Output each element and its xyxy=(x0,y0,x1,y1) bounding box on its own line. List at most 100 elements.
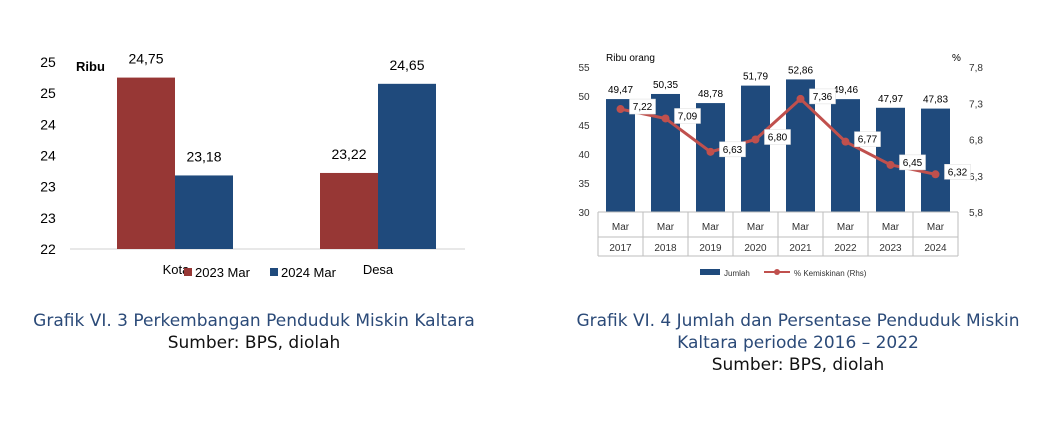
bar-2023-mar-kota xyxy=(117,77,175,249)
legend-label-kemiskinan: % Kemiskinan (Rhs) xyxy=(794,269,867,278)
x-tick-year: 2020 xyxy=(744,243,767,254)
right-tick-label: 5,8 xyxy=(969,208,983,219)
left-tick-label: 40 xyxy=(578,150,590,161)
legend-swatch-jumlah xyxy=(700,269,720,275)
legend-swatch xyxy=(270,268,278,276)
bar-value-label: 51,79 xyxy=(743,72,768,83)
bar-2024-mar-desa xyxy=(378,83,436,249)
legend-marker-kemiskinan xyxy=(774,269,780,275)
y-axis-label: Ribu xyxy=(76,59,105,74)
chart2-caption: Grafik VI. 4 Jumlah dan Persentase Pendu… xyxy=(560,310,1036,376)
right-tick-label: 7,8 xyxy=(969,63,983,74)
left-tick-label: 45 xyxy=(578,121,590,132)
bar-jumlah-2020 xyxy=(741,85,770,212)
line-label-box xyxy=(944,164,971,180)
category-label-desa: Desa xyxy=(363,262,394,277)
line-value-label: 6,63 xyxy=(723,145,743,156)
category-label-kota: Kota xyxy=(163,262,191,277)
data-label: 24,75 xyxy=(128,51,163,67)
line-value-label: 6,32 xyxy=(948,167,968,178)
x-tick-month: Mar xyxy=(882,222,900,233)
x-tick-year: 2024 xyxy=(924,243,947,254)
x-tick-year: 2021 xyxy=(789,243,812,254)
data-label: 24,65 xyxy=(389,57,424,73)
line-label-box xyxy=(764,129,791,145)
data-label: 23,22 xyxy=(331,146,366,162)
line-value-label: 7,36 xyxy=(813,92,833,103)
x-tick-month: Mar xyxy=(792,222,810,233)
x-tick-year: 2018 xyxy=(654,243,677,254)
y-tick-label: 24 xyxy=(40,116,56,132)
chart2-caption-title-line1: Grafik VI. 4 Jumlah dan Persentase Pendu… xyxy=(576,311,1020,331)
left-tick-label: 30 xyxy=(578,208,590,219)
line-point-2022 xyxy=(841,137,850,146)
bar-value-label: 49,47 xyxy=(608,85,633,96)
line-label-box xyxy=(809,88,836,105)
line-point-2024 xyxy=(931,170,940,179)
bar-jumlah-2017 xyxy=(606,99,635,212)
bar-2023-mar-desa xyxy=(320,172,378,249)
legend-label: 2023 Mar xyxy=(195,265,251,280)
y-tick-label: 25 xyxy=(40,85,56,101)
line-point-2020 xyxy=(751,135,760,144)
line-value-label: 7,09 xyxy=(678,111,698,122)
line-point-2019 xyxy=(706,147,715,156)
line-value-label: 7,22 xyxy=(633,102,653,113)
x-tick-month: Mar xyxy=(837,222,855,233)
left-tick-label: 55 xyxy=(578,63,590,74)
line-point-2017 xyxy=(616,105,625,114)
y-tick-label: 23 xyxy=(40,179,56,195)
line-kemiskinan xyxy=(620,96,936,176)
x-tick-month: Mar xyxy=(927,222,945,233)
x-tick-month: Mar xyxy=(747,222,765,233)
line-label-box xyxy=(629,98,656,115)
y-tick-label: 25 xyxy=(40,54,56,70)
x-tick-month: Mar xyxy=(702,222,720,233)
x-tick-month: Mar xyxy=(657,222,675,233)
line-point-2023 xyxy=(886,160,895,169)
bar-jumlah-2019 xyxy=(696,103,725,212)
y-tick-label: 24 xyxy=(40,148,56,164)
bar-value-label: 49,46 xyxy=(833,85,858,96)
bar-value-label: 47,83 xyxy=(923,95,948,106)
data-label: 23,18 xyxy=(186,148,221,164)
legend-label-jumlah: Jumlah xyxy=(724,269,750,278)
line-label-box xyxy=(854,131,881,147)
y-tick-label: 22 xyxy=(40,241,56,257)
bar-value-label: 48,78 xyxy=(698,89,723,100)
bar-2024-mar-kota xyxy=(175,175,233,249)
y-tick-label: 23 xyxy=(40,210,56,226)
chart1-caption: Grafik VI. 3 Perkembangan Penduduk Miski… xyxy=(20,310,488,354)
chart2-caption-source: Sumber: BPS, diolah xyxy=(711,355,885,375)
line-value-label: 6,45 xyxy=(903,158,923,169)
legend-label: 2024 Mar xyxy=(281,265,337,280)
x-tick-month: Mar xyxy=(612,222,630,233)
x-tick-year: 2019 xyxy=(699,243,722,254)
x-tick-year: 2022 xyxy=(834,243,857,254)
bar-value-label: 52,86 xyxy=(788,65,813,76)
line-value-label: 6,80 xyxy=(768,133,788,144)
bar-jumlah-2024 xyxy=(921,108,950,212)
line-label-box xyxy=(674,108,701,124)
line-value-label: 6,77 xyxy=(858,135,878,146)
line-point-2018 xyxy=(661,114,670,123)
chart2-caption-title-line2: Kaltara periode 2016 – 2022 xyxy=(677,333,919,353)
poverty-count-percentage-chart: Ribu orang % 55 50 45 40 35 30 7,8 7,3 6,8 6,3 5,8 49… xyxy=(578,53,983,278)
left-tick-label: 50 xyxy=(578,92,590,103)
left-axis-title: Ribu orang xyxy=(606,53,655,64)
left-tick-label: 35 xyxy=(578,179,590,190)
line-point-2021 xyxy=(796,94,805,103)
x-tick-year: 2023 xyxy=(879,243,902,254)
right-tick-label: 6,3 xyxy=(969,172,983,183)
bar-value-label: 50,35 xyxy=(653,80,678,91)
chart1-caption-source: Sumber: BPS, diolah xyxy=(167,333,341,353)
right-axis-title: % xyxy=(952,53,961,64)
right-tick-label: 7,3 xyxy=(969,99,983,110)
x-tick-year: 2017 xyxy=(609,243,632,254)
right-tick-label: 6,8 xyxy=(969,136,983,147)
legend-swatch xyxy=(184,268,192,276)
chart1-caption-title: Grafik VI. 3 Perkembangan Penduduk Miski… xyxy=(33,311,475,331)
line-label-box xyxy=(899,154,926,171)
bar-value-label: 47,97 xyxy=(878,94,903,105)
line-label-box xyxy=(719,141,746,158)
